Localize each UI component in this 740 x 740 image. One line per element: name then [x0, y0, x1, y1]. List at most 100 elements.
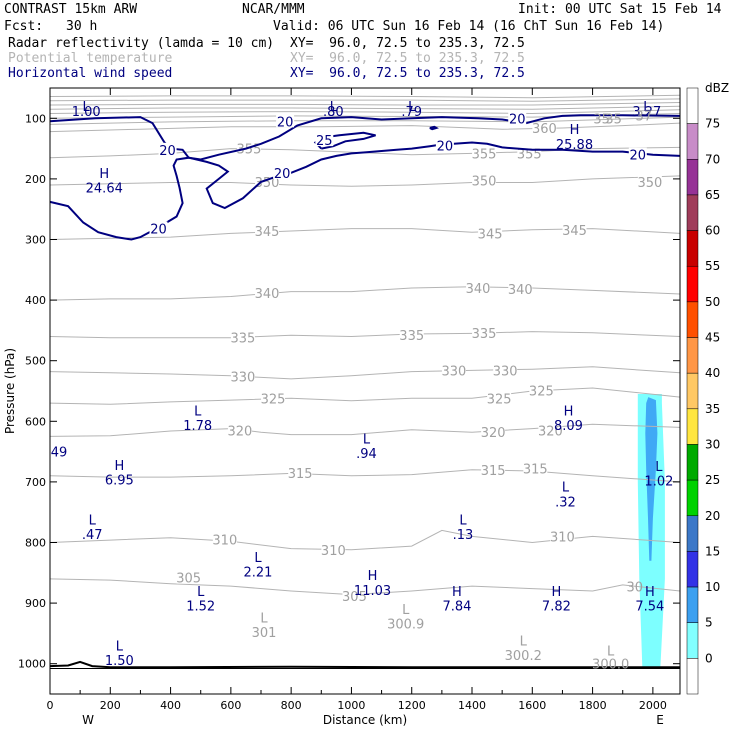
theta-label-355-1: 355	[472, 147, 497, 162]
theta-label-bg	[230, 330, 255, 344]
x-tick-label-0: 0	[47, 699, 54, 712]
legend-field-theta: Potential temperature	[8, 51, 173, 66]
high-value-wind-15: 11.03	[354, 584, 391, 599]
x-tick-label-1400: 1400	[458, 699, 486, 712]
theta-label-bg	[212, 532, 237, 546]
theta-label-335-0: 335	[231, 332, 256, 347]
colorbar-level-75: 75	[705, 117, 720, 131]
colorbar-swatch-6	[686, 301, 699, 338]
theta-label-bg	[637, 174, 662, 188]
colorbar-swatch-14	[686, 586, 699, 623]
low-marker-wind-12: L	[89, 513, 97, 528]
wind-label-bg	[508, 111, 527, 125]
legend-xy-reflectivity: XY= 96.0, 72.5 to 235.3, 72.5	[290, 36, 525, 51]
theta-layer: 305 305 310 310 310 315 315 315 320 320 320 325 325 3…	[49, 94, 681, 605]
high-marker-wind-17: H	[452, 585, 462, 600]
high-marker-wind-15: H	[368, 569, 378, 584]
plot-frame	[49, 87, 681, 695]
low-value-wind-0: 1.00	[72, 105, 101, 120]
low-value-wind-11: .32	[555, 495, 576, 510]
edge-label-0: 49	[51, 446, 68, 461]
low-value-wind-10: 1.02	[644, 475, 673, 490]
theta-contour-310	[49, 529, 681, 551]
wind-contour-20-1	[49, 141, 681, 241]
theta-label-350-2: 350	[637, 176, 662, 191]
theta-label-350-0: 350	[255, 176, 280, 191]
theta-contour-305	[49, 578, 681, 596]
theta-label-310-2: 310	[550, 530, 575, 545]
wind-label-20-2: 20	[509, 112, 526, 127]
theta-label-315-2: 315	[523, 463, 548, 478]
x-tick-label-1200: 1200	[398, 699, 426, 712]
wind-label-20-3: 20	[630, 149, 647, 164]
theta-label-bg	[472, 173, 497, 187]
theta-label-315-1: 315	[481, 464, 506, 479]
low-value-wind-2: .79	[401, 105, 422, 120]
theta-label-360-0: 360	[532, 122, 557, 137]
colorbar-level-30: 30	[705, 437, 720, 451]
theta-label-bg	[481, 425, 506, 439]
low-marker-theta-24: L	[607, 644, 615, 659]
reflectivity-cell-1	[645, 397, 658, 561]
x-tick-label-1000: 1000	[337, 699, 365, 712]
y-tick-label-100: 100	[25, 112, 46, 125]
colorbar-level-10: 10	[705, 580, 720, 594]
low-value-theta-22: 300.9	[387, 618, 424, 633]
theta-contour-360	[49, 122, 681, 133]
theta-label-310-0: 310	[212, 533, 237, 548]
high-marker-wind-4: H	[570, 123, 580, 138]
reflectivity-layer	[637, 394, 665, 667]
theta-label-bg	[472, 146, 497, 160]
theta-label-320-1: 320	[481, 426, 506, 441]
theta-label-bg	[321, 542, 346, 556]
theta-label-330-1: 330	[442, 364, 467, 379]
low-marker-wind-1: L	[330, 100, 338, 115]
low-value-theta-24: 300.0	[592, 658, 629, 673]
theta-label-bg	[481, 462, 506, 476]
low-marker-wind-11: L	[562, 481, 570, 496]
theta-label-bg	[255, 224, 280, 238]
low-marker-wind-10: L	[655, 460, 663, 475]
theta-label-350-1: 350	[472, 175, 497, 190]
theta-label-335-2: 335	[472, 327, 497, 342]
colorbar-level-5: 5	[705, 616, 713, 630]
theta-label-bg	[562, 222, 587, 236]
low-value-wind-8: .94	[356, 447, 377, 462]
x-tick-label-1600: 1600	[518, 699, 546, 712]
wind-layer: 20 20 20 20 20 20 20 25	[49, 111, 681, 241]
low-marker-wind-14: L	[254, 551, 262, 566]
theta-label-bg	[508, 282, 533, 296]
theta-label-325-2: 325	[529, 384, 554, 399]
theta-contour-345	[49, 228, 681, 240]
wind-label-20-2: 20	[437, 140, 454, 155]
x-tick-label-600: 600	[220, 699, 241, 712]
colorbar-swatch-8	[686, 372, 699, 410]
valid-time: Valid: 06 UTC Sun 16 Feb 14 (16 ChT Sun …	[273, 19, 665, 34]
surface-layer	[49, 660, 680, 670]
wind-contour-small-3	[429, 125, 439, 131]
theta-label-bg	[493, 363, 518, 377]
low-value-wind-1: .80	[323, 105, 344, 120]
x-end-label-east: E	[656, 713, 664, 727]
wind-label-20-1: 20	[277, 115, 294, 130]
colorbar-level-20: 20	[705, 509, 720, 523]
colorbar-level-45: 45	[705, 331, 720, 345]
theta-label-bg	[342, 588, 367, 602]
theta-contour-upper-14	[49, 109, 681, 115]
wind-label-20-0: 20	[150, 223, 167, 238]
legend-field-reflectivity: Radar reflectivity (lamda = 10 cm)	[8, 36, 275, 51]
low-marker-wind-2: L	[408, 100, 416, 115]
center-name: NCAR/MMM	[242, 2, 305, 17]
colorbar-swatch-11	[686, 479, 699, 517]
y-tick-label-400: 400	[25, 294, 46, 307]
high-value-wind-7: 8.09	[554, 419, 583, 434]
theta-label-340-2: 340	[508, 283, 533, 298]
colorbar-swatch-2	[686, 159, 699, 196]
low-marker-wind-0: L	[83, 100, 91, 115]
x-tick-label-2000: 2000	[639, 699, 667, 712]
colorbar-swatch-16	[686, 658, 699, 695]
theta-label-bg	[466, 280, 491, 294]
theta-label-345-1: 345	[478, 227, 503, 242]
theta-contour-upper-15	[49, 105, 681, 110]
